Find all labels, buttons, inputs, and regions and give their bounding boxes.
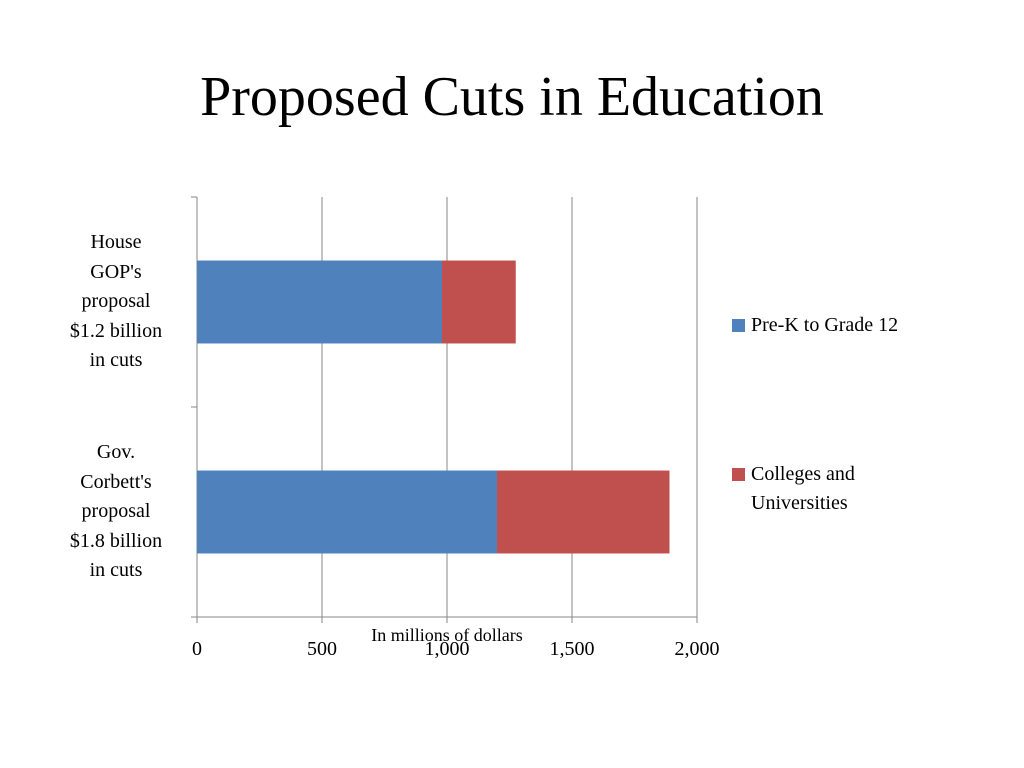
x-tick-label-0: 0 <box>192 638 202 660</box>
legend-swatch-colleges <box>732 468 745 481</box>
bar-colleges-1 <box>497 470 670 554</box>
legend-label-colleges: Colleges and Universities <box>751 463 855 514</box>
slide-title: Proposed Cuts in Education <box>200 66 824 128</box>
legend-label-pre-k: Pre-K to Grade 12 <box>751 314 899 336</box>
x-axis-title: In millions of dollars <box>371 625 523 645</box>
category-label-house-gop: House GOP's proposal $1.2 billion in cut… <box>69 231 163 371</box>
x-tick-label-1500: 1,500 <box>550 638 595 660</box>
x-tick-label-2000: 2,000 <box>675 638 720 660</box>
legend-item-colleges: Colleges and Universities <box>732 460 901 518</box>
bar-colleges-0 <box>442 260 516 344</box>
legend-swatch-pre-k <box>732 319 745 332</box>
bar-pre-k-0 <box>197 260 442 344</box>
x-tick-label-1000: 1,000 <box>425 638 470 660</box>
x-tick-label-500: 500 <box>307 638 337 660</box>
legend-item-pre-k: Pre-K to Grade 12 <box>732 311 951 340</box>
bar-pre-k-1 <box>197 470 497 554</box>
category-label-gov-corbett: Gov. Corbett's proposal $1.8 billion in … <box>69 441 163 581</box>
